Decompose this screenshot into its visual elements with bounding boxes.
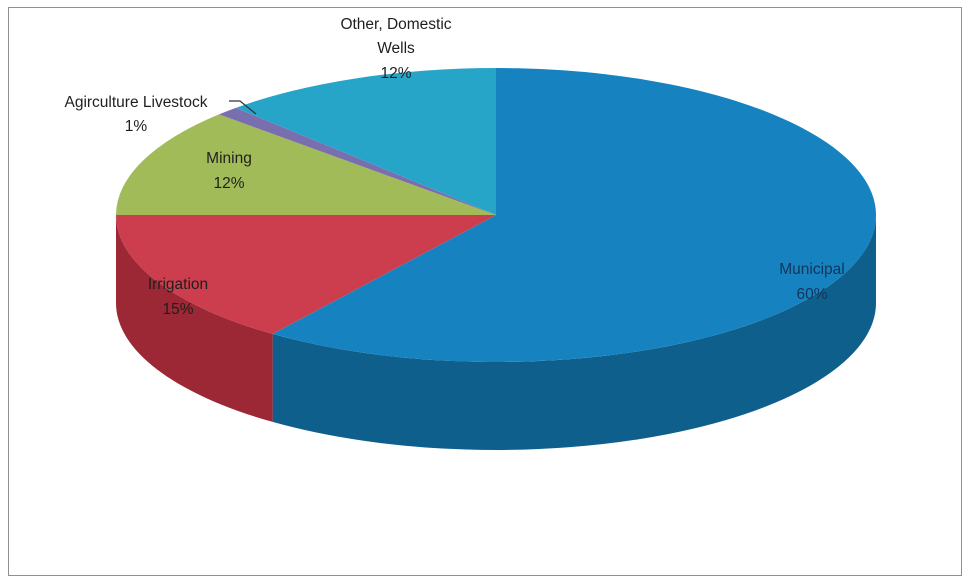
label-mining-name: Mining (206, 150, 252, 167)
label-irrigation-name: Irrigation (148, 276, 208, 293)
pie-slice-municipal (272, 68, 876, 363)
pie-slice-irrigation (116, 215, 496, 334)
pie-labels: Other, Domestic Wells 12% Agirculture Li… (64, 16, 844, 318)
pie-slice-other-domestic-wells (235, 68, 496, 215)
agriculture-leader-line (229, 100, 257, 115)
label-municipal-name: Municipal (779, 261, 844, 278)
label-irrigation-value: 15% (162, 301, 193, 318)
pie-side-municipal (272, 215, 876, 450)
label-other-value: 12% (380, 65, 411, 82)
label-other-line1: Other, Domestic (340, 16, 451, 33)
label-municipal-value: 60% (796, 286, 827, 303)
label-mining-value: 12% (213, 175, 244, 192)
pie-sides (116, 215, 876, 450)
label-other-line2: Wells (377, 40, 415, 57)
label-agriculture-name: Agirculture Livestock (64, 94, 207, 111)
pie-slice-agirculture-livestock (218, 107, 496, 215)
label-agriculture-value: 1% (125, 118, 148, 135)
pie-tops (116, 68, 876, 363)
pie-slice-mining (116, 114, 496, 215)
pie-side-irrigation (116, 215, 273, 422)
